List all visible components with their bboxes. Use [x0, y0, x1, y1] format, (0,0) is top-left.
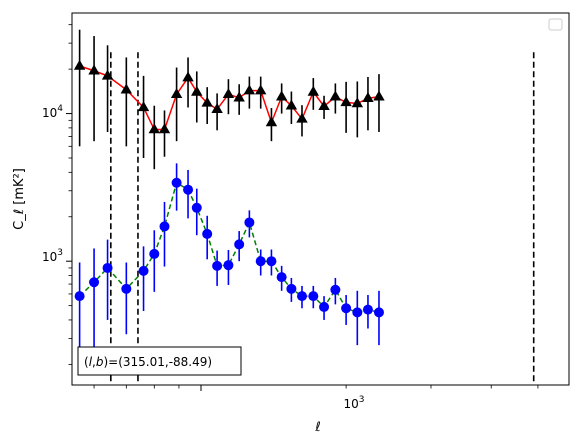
triangle-marker-20	[296, 112, 308, 123]
circle-marker-17	[266, 256, 277, 267]
legend-box	[548, 18, 563, 31]
x-tick-label-1000: 103	[343, 395, 364, 411]
triangle-marker-27	[373, 90, 385, 101]
circle-marker-23	[330, 284, 341, 295]
triangle-marker-23	[329, 90, 342, 101]
y-tick-label-10000-exponent: 4	[57, 104, 63, 114]
triangle-marker-19	[285, 99, 298, 110]
circle-marker-2	[89, 277, 100, 288]
triangle-marker-9	[182, 71, 194, 82]
annotation-separator: ,	[92, 355, 96, 369]
svg-text:(l,b)=(315.01,-88.49): (l,b)=(315.01,-88.49)	[84, 355, 212, 369]
triangle-marker-21	[307, 85, 320, 96]
x-axis-label: ℓ	[314, 420, 320, 435]
annotation-box	[77, 346, 242, 376]
circle-marker-14	[234, 239, 245, 250]
circle-marker-13	[223, 260, 234, 271]
error-bars	[78, 29, 380, 372]
triangle-marker-15	[243, 84, 256, 95]
triangle-marker-4	[120, 83, 133, 94]
circle-marker-16	[255, 256, 266, 267]
circle-marker-19	[286, 283, 297, 294]
circle-marker-6	[149, 248, 160, 259]
circle-marker-18	[276, 272, 287, 283]
y-tick-label-10000: 104	[42, 104, 63, 120]
circle-marker-1	[74, 291, 85, 302]
annotation-suffix: )=(315.01,-88.49)	[103, 355, 212, 369]
plot-frame	[71, 12, 570, 386]
triangle-marker-1	[73, 59, 86, 70]
triangle-marker-25	[351, 97, 364, 108]
circle-marker-7	[159, 221, 170, 232]
coordinate-annotation: (l,b)=(315.01,-88.49)	[77, 346, 242, 376]
svg-text:103: 103	[343, 395, 364, 411]
y-tick-label-1000-exponent: 3	[57, 248, 63, 258]
circle-marker-10	[191, 202, 202, 213]
circle-marker-4	[121, 283, 132, 294]
annotation-b-symbol: b	[96, 355, 104, 369]
vertical-reference-lines	[110, 52, 535, 385]
x-tick-label-1000-exponent: 3	[359, 395, 365, 405]
annotation-l-symbol: l	[89, 355, 93, 369]
series-markers	[73, 59, 385, 318]
axis-ticks	[66, 24, 539, 391]
triangle-marker-8	[170, 88, 183, 99]
circle-marker-12	[212, 260, 223, 271]
triangle-marker-11	[201, 96, 213, 107]
triangle-marker-24	[340, 96, 352, 107]
triangle-marker-13	[222, 88, 235, 99]
circle-marker-24	[341, 303, 352, 314]
triangle-marker-26	[362, 92, 374, 102]
svg-text:104: 104	[42, 104, 63, 120]
circle-marker-26	[362, 304, 373, 315]
triangle-marker-12	[211, 103, 223, 113]
triangle-marker-18	[275, 90, 288, 101]
circle-marker-21	[308, 291, 319, 302]
y-axis-label: C_ℓ [mK²]	[12, 168, 27, 230]
triangle-marker-3	[101, 69, 114, 80]
circle-marker-27	[373, 307, 384, 318]
y-tick-label-1000-mantissa: 10	[42, 250, 57, 264]
circle-marker-9	[183, 184, 194, 195]
circle-series-line	[79, 181, 380, 314]
svg-text:103: 103	[42, 248, 63, 264]
triangle-marker-2	[88, 64, 100, 75]
circle-marker-20	[296, 291, 307, 302]
triangle-marker-5	[137, 101, 150, 112]
triangle-marker-14	[233, 91, 245, 102]
circle-marker-15	[244, 217, 255, 228]
circle-marker-25	[352, 307, 363, 318]
y-tick-label-1000: 103	[42, 248, 63, 264]
triangle-marker-22	[318, 100, 330, 111]
triangle-marker-6	[148, 123, 160, 134]
x-tick-label-1000-mantissa: 10	[343, 397, 358, 411]
circle-marker-11	[202, 228, 213, 239]
triangle-marker-16	[254, 84, 267, 95]
triangle-marker-10	[191, 85, 203, 96]
y-tick-label-10000-mantissa: 10	[42, 106, 57, 120]
triangle-marker-7	[158, 123, 171, 134]
annotation-prefix: (	[84, 355, 89, 369]
circle-marker-8	[171, 177, 182, 188]
circle-marker-5	[138, 265, 149, 276]
circle-marker-3	[102, 262, 113, 273]
circle-marker-22	[319, 301, 330, 312]
triangle-marker-17	[265, 116, 278, 127]
